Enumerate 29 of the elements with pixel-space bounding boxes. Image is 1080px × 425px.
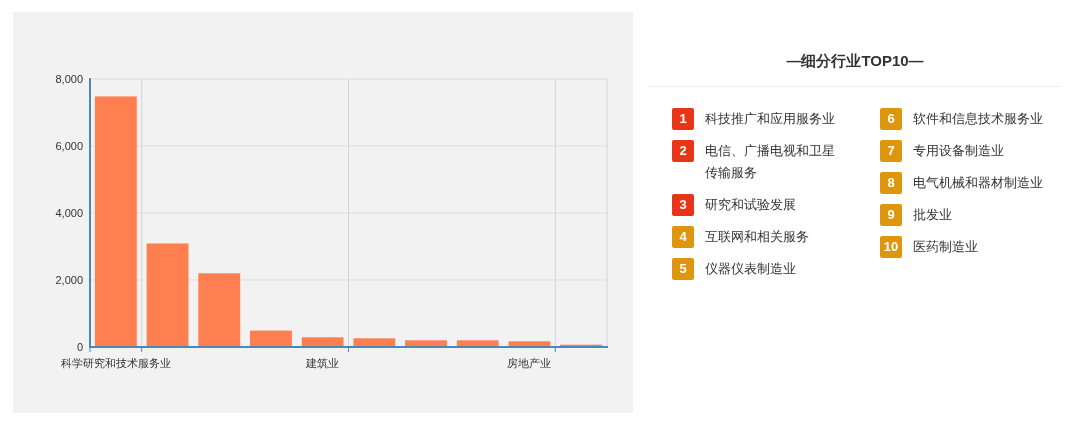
category-label: 电信、广播电视和卫星传输服务 — [705, 142, 836, 182]
data-label: 7 — [880, 140, 902, 162]
data-label: 1 — [672, 108, 694, 130]
data-label: 9 — [880, 204, 902, 226]
category-label: 软件和信息技术服务业 — [913, 110, 1043, 128]
data-label: 5 — [672, 258, 694, 280]
category-label: 研究和试验发展 — [705, 196, 796, 214]
category-label: 批发业 — [913, 206, 952, 224]
category-label: 科技推广和应用服务业 — [705, 110, 835, 128]
data-label: 6 — [880, 108, 902, 130]
category-label: 电气机械和器材制造业 — [913, 174, 1043, 192]
y-tick-label: 4,000 — [55, 207, 83, 219]
x-tick-label: 建筑业 — [305, 357, 340, 369]
y-tick-label: 8,000 — [55, 73, 83, 85]
data-label: 4 — [672, 226, 694, 248]
data-label: 8 — [880, 172, 902, 194]
y-tick-label: 0 — [76, 341, 83, 353]
category-label: 互联网和相关服务 — [705, 228, 809, 246]
x-tick-label: 科学研究和技术服务业 — [60, 357, 171, 369]
x-tick-label: 房地产业 — [507, 357, 552, 369]
y-tick-label: 2,000 — [55, 274, 83, 286]
data-label: 10 — [880, 236, 902, 258]
category-label: 医药制造业 — [913, 238, 978, 256]
data-label: 2 — [672, 140, 694, 162]
text: —细分行业TOP10— — [648, 40, 1062, 87]
y-tick-label: 6,000 — [55, 140, 83, 152]
category-label: 专用设备制造业 — [913, 142, 1004, 160]
category-label: 仪器仪表制造业 — [705, 260, 796, 278]
data-label: 3 — [672, 194, 694, 216]
